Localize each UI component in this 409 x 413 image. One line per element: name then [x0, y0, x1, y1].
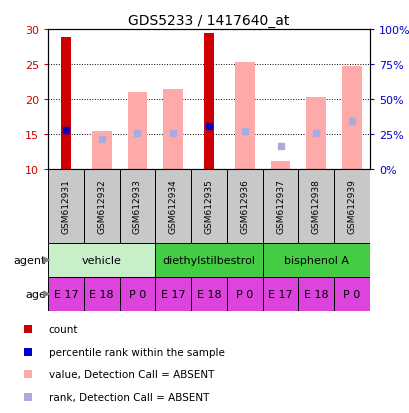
Text: bisphenol A: bisphenol A: [283, 255, 348, 266]
Text: GSM612931: GSM612931: [61, 179, 70, 234]
Bar: [191, 170, 226, 243]
Text: E 17: E 17: [160, 289, 185, 299]
Text: E 17: E 17: [267, 289, 292, 299]
Text: age: age: [25, 289, 46, 299]
Bar: [333, 170, 369, 243]
Bar: [127, 93, 147, 170]
Bar: [262, 277, 298, 311]
Bar: [270, 161, 290, 170]
Bar: [155, 170, 191, 243]
Text: rank, Detection Call = ABSENT: rank, Detection Call = ABSENT: [49, 392, 209, 402]
Bar: [83, 277, 119, 311]
Text: value, Detection Call = ABSENT: value, Detection Call = ABSENT: [49, 369, 213, 379]
Text: GSM612935: GSM612935: [204, 179, 213, 234]
Text: P 0: P 0: [128, 289, 146, 299]
Bar: [119, 277, 155, 311]
Bar: [155, 243, 262, 277]
Text: GSM612934: GSM612934: [169, 179, 177, 234]
Text: diethylstilbestrol: diethylstilbestrol: [162, 255, 255, 266]
Bar: [262, 170, 298, 243]
Bar: [155, 277, 191, 311]
Bar: [83, 170, 119, 243]
Text: GSM612932: GSM612932: [97, 179, 106, 234]
Text: E 18: E 18: [196, 289, 221, 299]
Text: E 17: E 17: [54, 289, 78, 299]
Bar: [226, 170, 262, 243]
Text: vehicle: vehicle: [81, 255, 121, 266]
Bar: [262, 243, 369, 277]
Title: GDS5233 / 1417640_at: GDS5233 / 1417640_at: [128, 14, 289, 28]
Bar: [163, 89, 182, 170]
Text: percentile rank within the sample: percentile rank within the sample: [49, 347, 224, 357]
Text: agent: agent: [14, 255, 46, 266]
Bar: [61, 38, 71, 170]
Bar: [48, 170, 83, 243]
Bar: [342, 67, 361, 170]
Bar: [298, 170, 333, 243]
Bar: [191, 277, 226, 311]
Bar: [48, 277, 83, 311]
Bar: [306, 97, 326, 170]
Bar: [298, 277, 333, 311]
Text: P 0: P 0: [236, 289, 253, 299]
Bar: [119, 170, 155, 243]
Text: E 18: E 18: [303, 289, 328, 299]
Bar: [48, 243, 155, 277]
Bar: [333, 277, 369, 311]
Text: P 0: P 0: [343, 289, 360, 299]
Bar: [204, 33, 213, 170]
Bar: [226, 277, 262, 311]
Text: GSM612938: GSM612938: [311, 179, 320, 234]
Bar: [234, 63, 254, 170]
Text: GSM612936: GSM612936: [240, 179, 249, 234]
Text: GSM612937: GSM612937: [275, 179, 284, 234]
Bar: [92, 131, 111, 170]
Text: E 18: E 18: [89, 289, 114, 299]
Text: GSM612933: GSM612933: [133, 179, 142, 234]
Text: GSM612939: GSM612939: [347, 179, 356, 234]
Text: count: count: [49, 325, 78, 335]
